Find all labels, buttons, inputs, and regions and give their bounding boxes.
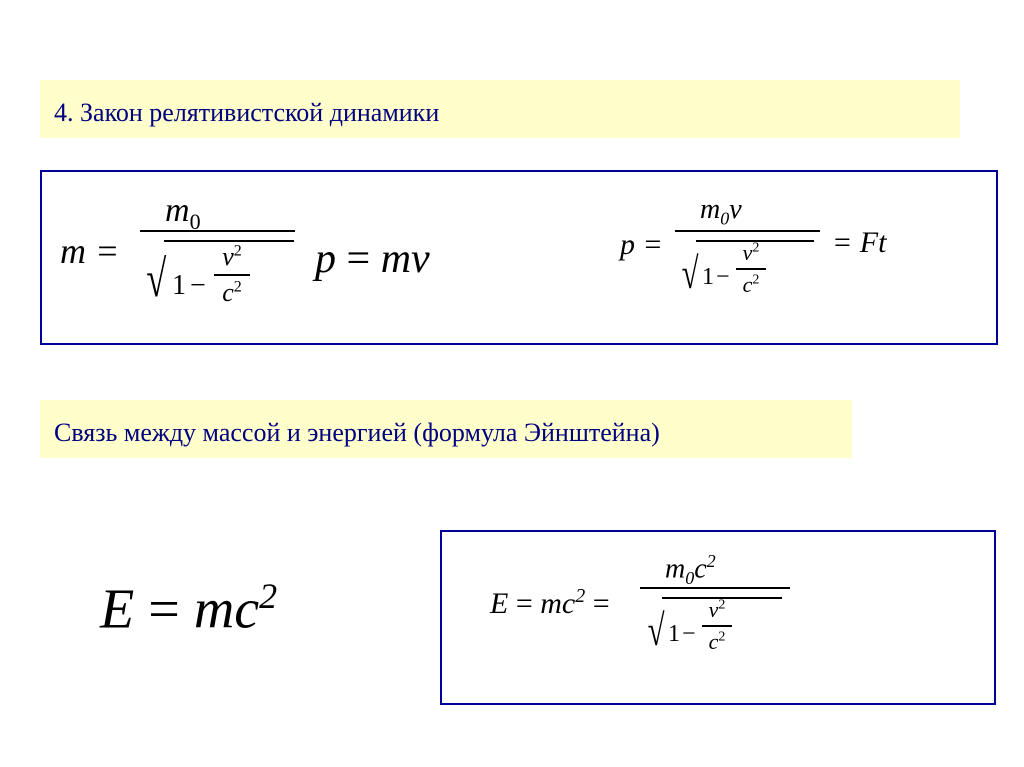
section-heading-1: 4. Закон релятивистской динамики (40, 80, 960, 138)
exp2: 2 (259, 576, 277, 616)
p-lhs: p = (620, 228, 663, 262)
eq: = (336, 236, 381, 282)
e-lhs: E = mc2 = (490, 585, 610, 621)
one: 1 (172, 270, 186, 302)
mv: mv (381, 236, 430, 282)
mc: mc (194, 579, 259, 641)
formula-einstein: E = mc2 (100, 575, 277, 642)
E-var: E (100, 579, 134, 641)
eq: = (134, 579, 194, 641)
sqrt-icon: √ (146, 250, 166, 309)
v2c2-fraction: v2 c2 (702, 597, 732, 655)
e-numerator: m0c2 (665, 551, 716, 589)
small-bar (214, 274, 250, 276)
heading-text: 4. Закон релятивистской динамики (54, 98, 439, 127)
v2c2-fraction: v2 c2 (736, 240, 766, 298)
v-squared: v2 (214, 242, 250, 272)
c-squared: c2 (214, 278, 250, 308)
mass-lhs: m = (60, 230, 119, 272)
sqrt-icon: √ (648, 605, 665, 656)
fraction-bar (640, 587, 790, 589)
p-numerator: m0v (700, 194, 742, 230)
fraction-bar (675, 230, 820, 232)
fraction-bar (140, 230, 295, 232)
minus: − (190, 270, 206, 302)
v2c2-fraction: v2 c2 (214, 242, 250, 308)
section-heading-2: Связь между массой и энергией (формула Э… (40, 400, 852, 458)
heading-text: Связь между массой и энергией (формула Э… (54, 418, 660, 447)
formula-momentum: p = mv (315, 235, 430, 283)
mass-numerator: m0 (165, 192, 201, 235)
ft-rhs: = Ft (832, 226, 886, 260)
p-var: p (315, 236, 336, 282)
mass-num-var: m (165, 192, 190, 229)
sqrt-icon: √ (682, 248, 699, 299)
